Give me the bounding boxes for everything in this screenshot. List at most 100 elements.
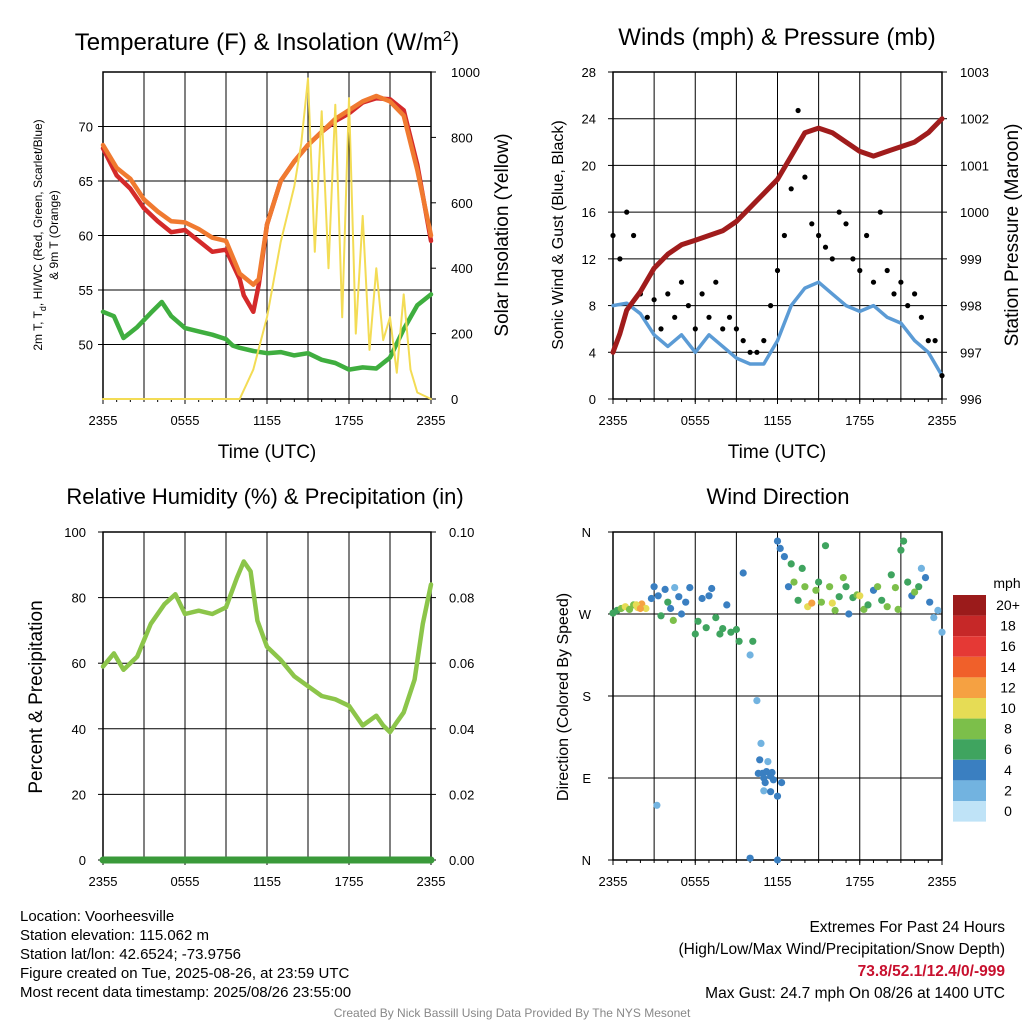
legend-label: 10: [1000, 700, 1016, 716]
gust-point: [925, 338, 931, 344]
gust-point: [891, 291, 897, 297]
direction-point: [682, 598, 690, 606]
direction-point: [657, 612, 665, 620]
location-text: Location: Voorheesville: [20, 908, 175, 925]
direction-point: [654, 592, 662, 600]
panel-title: Wind Direction: [706, 484, 849, 509]
y-tick-label-left: 8: [589, 299, 596, 314]
direction-point: [926, 598, 934, 606]
x-axis-label: Time (UTC): [218, 442, 317, 463]
x-tick-label: 2355: [599, 874, 628, 889]
direction-point: [760, 787, 768, 795]
direction-point: [900, 537, 908, 545]
direction-point: [767, 788, 775, 796]
direction-point: [761, 779, 769, 787]
direction-point: [739, 569, 747, 577]
credit-text: Created By Nick Bassill Using Data Provi…: [333, 1006, 691, 1020]
gust-point: [658, 326, 664, 332]
legend-swatch: [953, 718, 986, 740]
legend-swatch: [953, 739, 986, 760]
direction-point: [773, 792, 782, 800]
direction-point: [647, 594, 656, 603]
direction-point: [790, 578, 798, 586]
gust-point: [795, 107, 801, 114]
x-tick-label: 2355: [417, 413, 446, 428]
direction-point: [784, 583, 793, 591]
x-tick-label: 1755: [335, 413, 364, 428]
gust-point: [685, 303, 692, 309]
direction-point: [894, 605, 902, 614]
x-tick-label: 2355: [89, 413, 118, 428]
gust-point: [932, 338, 938, 344]
elevation-text: Station elevation: 115.062 m: [20, 927, 210, 944]
y-tick-label-right: 999: [960, 252, 982, 267]
y-tick-label-left: 50: [79, 338, 93, 353]
direction-point: [698, 594, 706, 603]
panel-title: Temperature (F) & Insolation (W/m2): [75, 28, 459, 56]
direction-point: [705, 592, 713, 600]
series-line: [611, 280, 944, 378]
direction-point: [835, 593, 843, 601]
legend-swatch: [953, 677, 986, 698]
gust-point: [850, 256, 856, 262]
x-tick-label: 0555: [681, 874, 710, 889]
y-axis-label-right: Solar Insolation (Yellow): [492, 133, 513, 336]
gust-point: [905, 303, 911, 309]
y-axis-label-left: 2m T, Td, HI/WC (Red, Green, Scarlet/Blu…: [31, 119, 48, 350]
series-line: [100, 292, 434, 372]
direction-point: [887, 571, 895, 579]
direction-point: [874, 583, 882, 591]
y-tick-label-right: 0.10: [449, 525, 474, 540]
direction-point: [753, 697, 761, 705]
direction-point: [702, 624, 710, 632]
direction-point: [801, 583, 809, 591]
direction-point: [749, 637, 757, 645]
gust-point: [624, 209, 630, 215]
direction-point: [686, 584, 694, 592]
gust-point: [918, 314, 925, 320]
legend-label: 14: [1000, 659, 1016, 675]
y-axis-label-left: Direction (Colored By Speed): [555, 593, 572, 801]
y-tick-label-left: E: [582, 771, 591, 786]
x-tick-label: 2355: [928, 413, 957, 428]
panel-title: Relative Humidity (%) & Precipitation (i…: [66, 484, 463, 509]
gust-point: [740, 338, 746, 344]
direction-point: [727, 628, 735, 636]
y-tick-label-right: 400: [451, 261, 473, 276]
direction-point: [776, 544, 784, 553]
direction-point: [826, 583, 834, 591]
gust-point: [843, 221, 849, 227]
y-tick-label-left: 0: [79, 853, 86, 868]
y-tick-label-right: 1000: [960, 205, 989, 220]
direction-point: [712, 614, 720, 622]
gust-point: [678, 279, 685, 285]
gust-point: [836, 209, 842, 215]
gust-point: [884, 267, 890, 274]
direction-point: [773, 856, 782, 864]
y-tick-label-left: 65: [79, 174, 93, 189]
y-axis-label-left: Sonic Wind & Gust (Blue, Black): [550, 120, 567, 349]
gust-point: [809, 221, 815, 227]
direction-point: [897, 546, 905, 554]
panel-wind-direction: [612, 531, 943, 865]
y-tick-label-left: 20: [582, 158, 596, 173]
direction-point: [828, 599, 836, 607]
y-tick-label-left: 16: [582, 205, 596, 220]
y-tick-label-left: N: [582, 853, 591, 868]
x-tick-label: 2355: [928, 874, 957, 889]
direction-point: [719, 625, 727, 633]
extremes-title: Extremes For Past 24 Hours: [809, 919, 1005, 936]
direction-point: [845, 610, 853, 618]
x-tick-label: 2355: [417, 874, 446, 889]
direction-point: [636, 604, 645, 613]
y-tick-label-left: W: [579, 607, 592, 622]
direction-point: [746, 651, 754, 659]
series-line: [100, 93, 434, 287]
gust-point: [939, 373, 945, 379]
panel-title: Winds (mph) & Pressure (mb): [618, 24, 935, 51]
direction-point: [864, 601, 872, 609]
panel-humidity: [102, 531, 432, 865]
direction-point: [915, 583, 923, 591]
legend-swatch: [953, 759, 986, 781]
y-tick-label-right: 0.00: [449, 853, 474, 868]
